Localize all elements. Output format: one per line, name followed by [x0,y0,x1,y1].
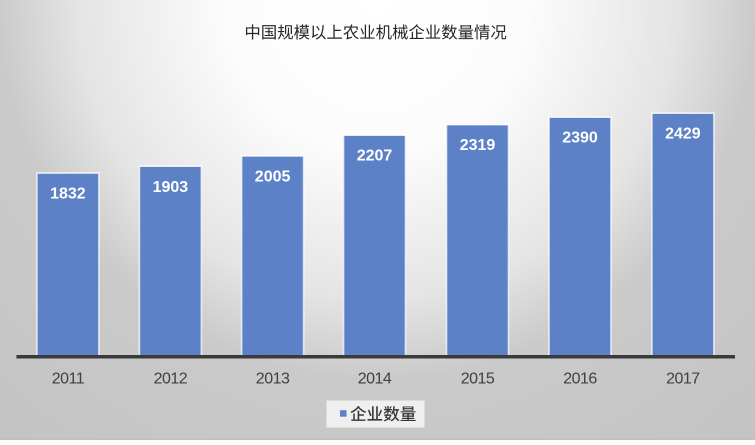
svg-text:2390: 2390 [562,130,598,147]
svg-text:2017: 2017 [666,370,700,387]
svg-text:1903: 1903 [153,179,189,196]
svg-text:2013: 2013 [256,370,290,387]
svg-text:2014: 2014 [358,370,392,387]
svg-text:2005: 2005 [255,169,291,186]
svg-text:2016: 2016 [563,370,597,387]
svg-text:2011: 2011 [52,370,85,387]
svg-text:2207: 2207 [357,148,393,165]
svg-text:2319: 2319 [460,137,496,154]
svg-text:2015: 2015 [461,370,495,387]
svg-text:2012: 2012 [154,370,188,387]
svg-text:1832: 1832 [50,186,86,203]
svg-text:2429: 2429 [665,126,701,143]
